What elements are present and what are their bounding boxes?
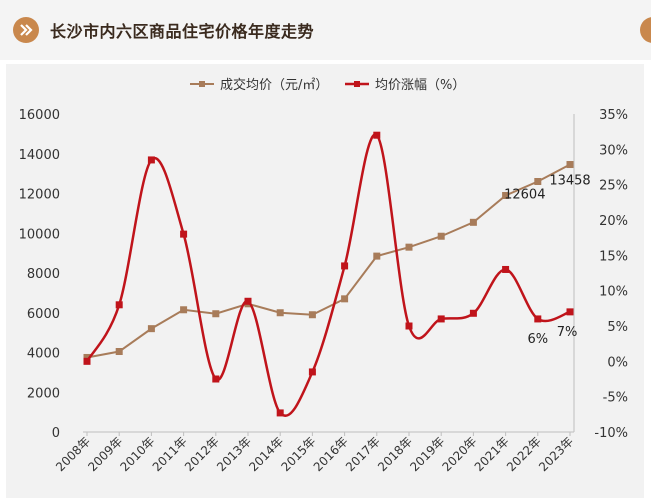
avg-price-point <box>308 311 316 319</box>
avg-price-point <box>566 161 574 169</box>
chevron-badge-icon-right <box>640 17 651 43</box>
legend-label: 成交均价（元/㎡） <box>220 77 328 93</box>
avg-price-point <box>437 232 445 240</box>
avg-price-point <box>180 306 188 314</box>
y-right-tick-label: -5% <box>603 391 628 406</box>
growth-rate-point <box>469 309 477 317</box>
x-tick-label: 2019年 <box>407 434 447 474</box>
double-chevron-icon <box>20 24 33 36</box>
x-tick-label: 2017年 <box>343 434 383 474</box>
x-tick-label: 2010年 <box>118 434 158 474</box>
x-tick-label: 2016年 <box>311 434 351 474</box>
growth-rate-point <box>115 301 123 309</box>
legend: 成交均价（元/㎡） 均价涨幅（%） <box>190 77 465 93</box>
y-left-tick-label: 6000 <box>27 307 60 322</box>
series-layer <box>83 131 574 417</box>
y-right-tick-label: -10% <box>594 426 628 441</box>
growth-rate-point <box>405 322 413 330</box>
growth-rate-point <box>437 315 445 323</box>
legend-item: 均价涨幅（%） <box>345 78 465 93</box>
page-title: 长沙市内六区商品住宅价格年度走势 <box>50 22 315 41</box>
x-tick-label: 2015年 <box>279 434 319 474</box>
legend-marker <box>199 81 205 87</box>
growth-rate-line <box>85 133 571 417</box>
chart-panel <box>6 64 644 498</box>
avg-price-point <box>502 191 510 199</box>
growth-rate-point <box>147 156 155 164</box>
y-right-tick-label: 5% <box>607 320 628 335</box>
header-bar: 长沙市内六区商品住宅价格年度走势 <box>0 0 651 60</box>
growth-rate-point <box>308 368 316 376</box>
growth-rate-point <box>276 409 284 417</box>
y-right-tick-label: 10% <box>599 285 628 300</box>
y-right-tick-label: 30% <box>599 143 628 158</box>
avg-price-point <box>534 177 542 185</box>
avg-price-point <box>83 353 91 361</box>
y-right-tick-label: 15% <box>599 249 628 264</box>
avg-price-point <box>115 348 123 356</box>
x-tick-label: 2021年 <box>472 434 512 474</box>
growth-rate-point <box>566 308 574 316</box>
x-tick-label: 2022年 <box>504 434 544 474</box>
x-tick-label: 2018年 <box>375 434 415 474</box>
data-label: 7% <box>557 325 578 340</box>
y-left-tick-label: 12000 <box>19 188 60 203</box>
chevron-badge-icon <box>13 17 39 43</box>
y-right-tick-label: 0% <box>607 355 628 370</box>
x-tick-label: 2023年 <box>536 434 576 474</box>
avg-price-point <box>147 325 155 333</box>
y-left-tick-label: 16000 <box>19 108 60 123</box>
data-label: 6% <box>527 332 548 347</box>
avg-price-point <box>405 243 413 251</box>
growth-rate-point <box>502 265 510 273</box>
legend-label: 均价涨幅（%） <box>375 78 465 93</box>
avg-price-point <box>212 310 220 318</box>
y-left-tick-label: 10000 <box>19 227 60 242</box>
x-tick-label: 2012年 <box>182 434 222 474</box>
x-tick-label: 2020年 <box>440 434 480 474</box>
y-left-tick-label: 8000 <box>27 267 60 282</box>
legend-marker <box>354 81 360 87</box>
data-labels: 12604 13458 6% 7% <box>504 174 591 347</box>
axes: 0 2000 4000 6000 8000 10000 12000 14000 16000 -10… <box>19 108 628 474</box>
data-label: 13458 <box>549 174 590 189</box>
growth-rate-point <box>534 315 542 323</box>
data-label: 12604 <box>504 187 545 202</box>
y-left-tick-label: 0 <box>52 426 60 441</box>
growth-rate-point <box>341 262 349 270</box>
avg-price-line <box>86 163 571 359</box>
y-right-tick-label: 25% <box>599 179 628 194</box>
growth-rate-point <box>373 131 381 139</box>
x-tick-label: 2011年 <box>150 434 190 474</box>
y-right-tick-label: 20% <box>599 214 628 229</box>
growth-rate-point <box>180 230 188 238</box>
avg-price-point <box>469 218 477 226</box>
growth-rate-point <box>212 375 220 383</box>
y-left-tick-label: 14000 <box>19 148 60 163</box>
x-tick-label: 2009年 <box>85 434 125 474</box>
avg-price-point <box>341 295 349 303</box>
y-left-tick-label: 4000 <box>27 347 60 362</box>
avg-price-point <box>276 309 284 317</box>
legend-item: 成交均价（元/㎡） <box>190 77 328 93</box>
growth-rate-point <box>244 297 252 305</box>
y-right-tick-label: 35% <box>599 108 628 123</box>
avg-price-point <box>373 252 381 260</box>
y-left-tick-label: 2000 <box>27 386 60 401</box>
growth-rate-point <box>83 357 91 365</box>
x-tick-label: 2014年 <box>246 434 286 474</box>
x-tick-label: 2013年 <box>214 434 254 474</box>
